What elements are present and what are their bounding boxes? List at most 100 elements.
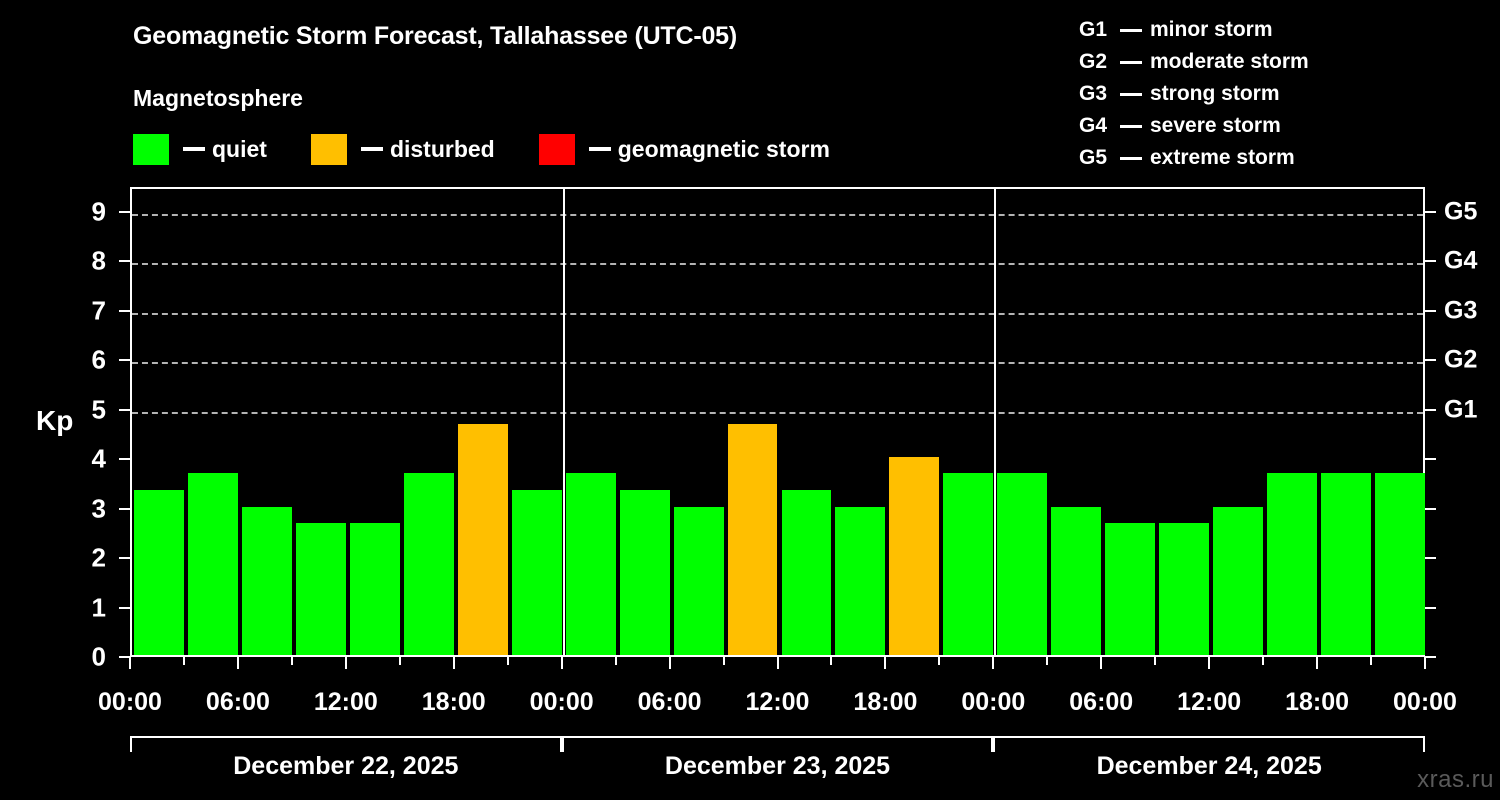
gridline bbox=[132, 263, 1423, 266]
bar bbox=[565, 473, 616, 655]
bar bbox=[781, 490, 832, 655]
bar bbox=[1159, 522, 1210, 655]
y-axis-tick-mark bbox=[119, 557, 130, 560]
gridline bbox=[132, 213, 1423, 216]
y-axis-tick-mark bbox=[119, 260, 130, 263]
x-axis-tick-marks bbox=[129, 657, 1426, 669]
gscale-description: extreme storm bbox=[1150, 146, 1295, 169]
x-axis-tick-mark bbox=[776, 657, 779, 669]
day-label: December 22, 2025 bbox=[233, 752, 459, 780]
x-axis-tick-label: 06:00 bbox=[637, 688, 702, 716]
legend-label: disturbed bbox=[389, 135, 495, 162]
gscale-dash-icon bbox=[1120, 124, 1142, 128]
gscale-legend-row: G3 strong storm bbox=[1079, 78, 1419, 110]
y-axis-tick-label: 8 bbox=[91, 245, 106, 276]
gscale-legend: G1 minor storm G2 moderate storm G3 strong st… bbox=[1079, 14, 1419, 174]
x-axis-tick-mark bbox=[1316, 657, 1319, 669]
y-axis-label: Kp bbox=[36, 405, 74, 436]
x-axis-tick-mark bbox=[452, 657, 455, 669]
x-axis-tick-label: 00:00 bbox=[98, 688, 162, 716]
x-axis-tick-labels: 00:00 06:00 12:00 18:00 00:00 06:00 12:00 18:00… bbox=[98, 688, 1457, 720]
bar bbox=[943, 473, 994, 655]
bar bbox=[457, 423, 508, 655]
bar bbox=[619, 490, 670, 655]
g-axis-tick-mark bbox=[1425, 309, 1436, 312]
x-axis-minor-tick-mark bbox=[1154, 657, 1157, 665]
y-axis-tick-mark bbox=[119, 458, 130, 461]
g-axis-tick-labels: G1 G2 G3 G4 G5 bbox=[1444, 187, 1500, 657]
bar bbox=[295, 522, 346, 655]
legend-dash-icon bbox=[588, 147, 611, 151]
x-axis-minor-tick-mark bbox=[1046, 657, 1049, 665]
bar bbox=[1105, 522, 1156, 655]
x-axis-tick-label: 18:00 bbox=[1285, 688, 1350, 716]
gscale-dash-icon bbox=[1120, 92, 1142, 96]
gridline bbox=[132, 411, 1423, 414]
legend-dash-icon bbox=[183, 147, 205, 151]
x-axis-minor-tick-mark bbox=[722, 657, 725, 665]
x-axis-tick-mark bbox=[1424, 657, 1426, 669]
y-axis-tick-label: 2 bbox=[91, 542, 106, 573]
y-axis-tick-mark bbox=[119, 408, 130, 411]
gscale-description: moderate storm bbox=[1150, 50, 1309, 73]
bar bbox=[1213, 506, 1264, 655]
gscale-dash-icon bbox=[1120, 28, 1142, 32]
gscale-dash-icon bbox=[1120, 60, 1142, 64]
x-axis-tick-mark bbox=[1100, 657, 1103, 669]
y-axis-tick-labels: 0 1 2 3 4 5 6 7 8 9 bbox=[76, 187, 106, 671]
x-axis-minor-tick-mark bbox=[290, 657, 293, 665]
bar bbox=[673, 506, 724, 655]
day-label: December 24, 2025 bbox=[1096, 752, 1322, 780]
gscale-code: G5 bbox=[1079, 146, 1108, 169]
g-axis-minor-tick-mark bbox=[1425, 557, 1436, 560]
bar bbox=[835, 506, 886, 655]
bar bbox=[403, 473, 454, 655]
bar bbox=[134, 490, 184, 655]
quiet-swatch bbox=[133, 133, 169, 165]
gscale-code: G3 bbox=[1079, 82, 1108, 105]
bar bbox=[187, 473, 238, 655]
y-axis-tick-mark bbox=[119, 359, 130, 362]
y-axis-tick-label: 1 bbox=[91, 592, 106, 623]
day-separator bbox=[994, 189, 997, 655]
day-labels: December 22, 2025 December 23, 2025 Decemb… bbox=[130, 752, 1425, 792]
x-axis-tick-mark bbox=[668, 657, 671, 669]
y-axis-tick-label: 5 bbox=[91, 394, 106, 425]
x-axis-tick-mark bbox=[344, 657, 347, 669]
y-axis-tick-mark bbox=[119, 656, 130, 658]
gscale-description: strong storm bbox=[1150, 82, 1280, 105]
bar bbox=[1321, 473, 1372, 655]
g-axis-minor-tick-mark bbox=[1425, 507, 1436, 510]
x-axis-minor-tick-mark bbox=[830, 657, 833, 665]
x-axis-tick-mark bbox=[129, 657, 131, 669]
g-axis-tick-marks bbox=[1425, 187, 1436, 658]
x-axis-tick-mark bbox=[236, 657, 239, 669]
x-axis-tick-label: 06:00 bbox=[205, 688, 270, 716]
x-axis-tick-mark bbox=[560, 657, 563, 669]
x-axis-tick-mark bbox=[1208, 657, 1211, 669]
legend-entry: quiet bbox=[133, 133, 267, 165]
x-axis-tick-label: 06:00 bbox=[1069, 688, 1134, 716]
y-axis-tick-label: 6 bbox=[91, 344, 106, 375]
y-axis-tick-mark bbox=[119, 210, 130, 213]
g-axis-tick-mark bbox=[1425, 210, 1436, 213]
g-axis-tick-label: G2 bbox=[1444, 345, 1478, 374]
x-axis-tick-mark bbox=[992, 657, 995, 669]
bar bbox=[1267, 473, 1318, 655]
gridline bbox=[132, 312, 1423, 315]
g-axis-tick-label: G5 bbox=[1444, 197, 1478, 226]
x-axis-minor-tick-mark bbox=[1262, 657, 1265, 665]
legend-label: geomagnetic storm bbox=[617, 135, 830, 162]
plot-inner bbox=[132, 189, 1425, 655]
gscale-legend-row: G5 extreme storm bbox=[1079, 142, 1419, 174]
g-axis-minor-tick-mark bbox=[1425, 458, 1436, 461]
x-axis-tick-label: 12:00 bbox=[745, 688, 810, 716]
x-axis-minor-tick-mark bbox=[1370, 657, 1373, 665]
g-axis-tick-mark bbox=[1425, 359, 1436, 362]
g-axis-tick-label: G1 bbox=[1444, 395, 1478, 424]
bar bbox=[241, 506, 292, 655]
legend-entry: geomagnetic storm bbox=[538, 133, 830, 165]
g-axis-minor-tick-mark bbox=[1425, 606, 1436, 609]
x-axis-tick-label: 00:00 bbox=[529, 688, 594, 716]
x-axis-tick-mark bbox=[884, 657, 887, 669]
